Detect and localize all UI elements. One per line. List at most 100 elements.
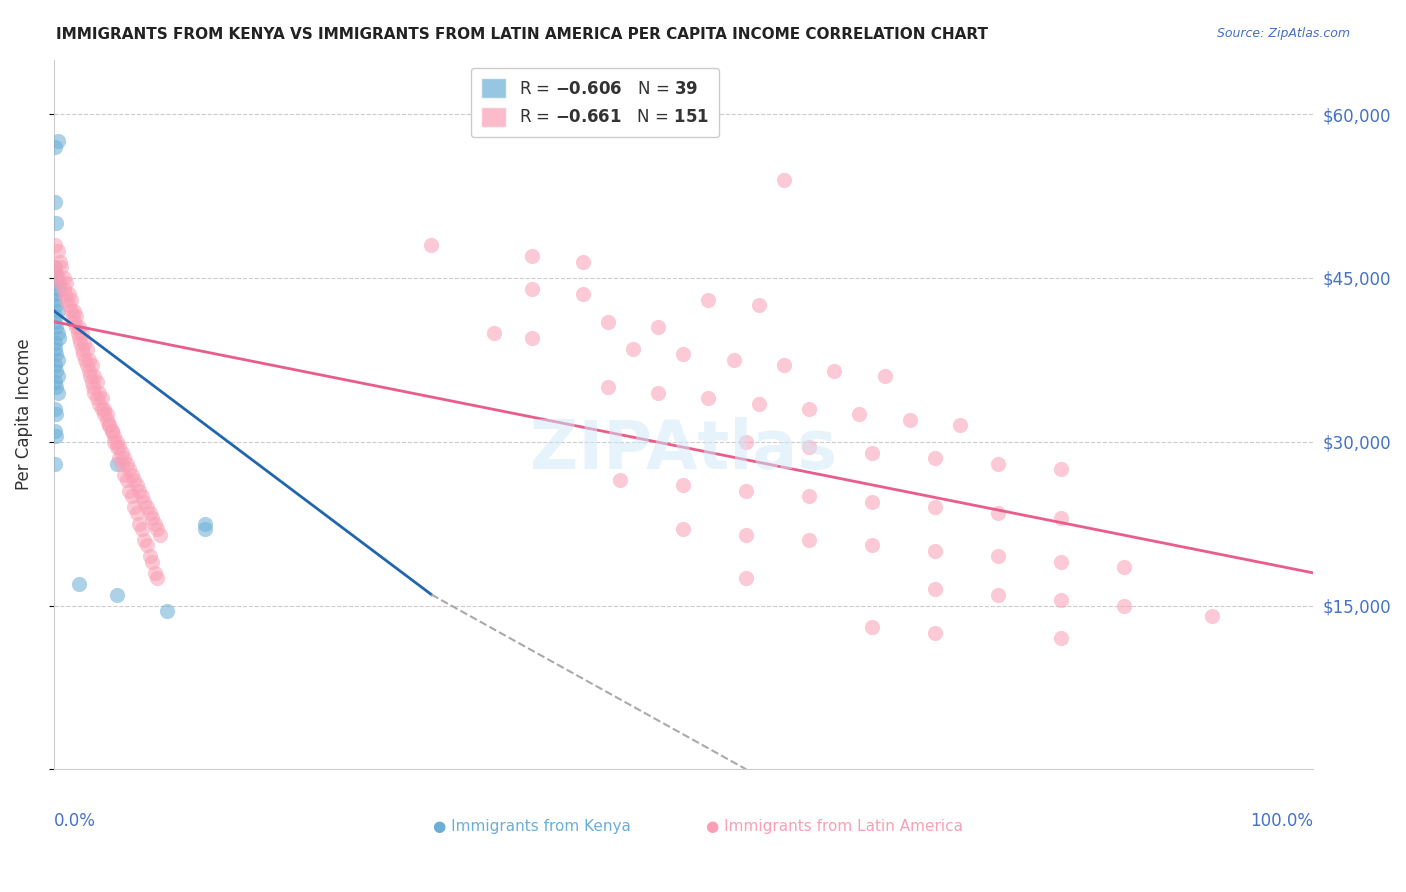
Point [1050,632,1073,646]
Point [571,254,593,268]
Point [156,604,179,618]
Point [115,457,138,471]
Point [596,315,619,329]
Point [105,588,128,602]
Point [136,500,159,515]
Point [1050,593,1073,607]
Point [1050,511,1073,525]
Point [49,277,72,291]
Point [44,238,66,252]
Point [115,473,138,487]
Point [90,402,112,417]
Point [672,347,695,361]
Point [45,408,67,422]
Point [141,511,163,525]
Text: Source: ZipAtlas.com: Source: ZipAtlas.com [1216,27,1350,40]
Point [100,424,122,438]
Point [100,424,122,438]
Point [118,483,141,498]
Legend: R = $\bf{-0.606}$   N = $\bf{39}$, R = $\bf{-0.661}$   N = $\bf{151}$: R = $\bf{-0.606}$ N = $\bf{39}$, R = $\b… [471,68,720,137]
Point [697,293,720,307]
Point [46,326,69,340]
Point [51,260,73,274]
Point [90,391,112,405]
Point [44,336,66,351]
Point [672,478,695,492]
Point [44,359,66,373]
Point [735,483,758,498]
Point [697,391,720,405]
Point [44,140,66,154]
Point [45,429,67,443]
Point [797,440,820,454]
Point [723,352,745,367]
Point [70,342,93,356]
Point [45,216,67,230]
Point [987,457,1010,471]
Point [73,336,96,351]
Point [48,331,70,345]
Point [45,298,67,312]
Y-axis label: Per Capita Income: Per Capita Income [15,339,32,491]
Point [76,342,98,356]
Point [93,408,115,422]
Point [98,418,121,433]
Point [924,500,946,515]
Point [77,364,100,378]
Point [949,418,972,433]
Point [63,303,86,318]
Point [62,309,84,323]
Point [748,396,770,410]
Point [873,369,896,384]
Point [924,582,946,596]
Point [45,364,67,378]
Point [60,293,83,307]
Point [96,413,118,427]
Point [45,266,67,280]
Point [522,331,544,345]
Point [143,566,166,580]
Point [111,457,134,471]
Point [89,385,111,400]
Point [63,315,86,329]
Point [45,320,67,334]
Point [79,369,101,384]
Point [89,396,111,410]
Point [44,309,66,323]
Point [823,364,845,378]
Point [138,549,160,564]
Point [647,385,669,400]
Point [44,194,66,209]
Point [49,254,72,268]
Text: ● Immigrants from Latin America: ● Immigrants from Latin America [706,819,963,834]
Point [48,282,70,296]
Point [72,347,94,361]
Point [484,326,506,340]
Point [118,462,141,476]
Point [52,282,75,296]
Point [924,625,946,640]
Point [609,473,631,487]
Point [86,391,108,405]
Text: ● Immigrants from Kenya: ● Immigrants from Kenya [433,819,631,834]
Point [111,445,134,459]
Point [67,320,90,334]
Point [136,539,159,553]
Point [748,298,770,312]
Point [46,369,69,384]
Point [194,516,217,531]
Point [797,402,820,417]
Point [898,413,921,427]
Point [45,271,67,285]
Point [194,522,217,536]
Point [112,451,135,466]
Point [44,342,66,356]
Point [66,326,89,340]
Point [103,434,125,449]
Point [148,527,170,541]
Point [55,293,77,307]
Point [987,549,1010,564]
Point [46,352,69,367]
Text: ZIPAtlas: ZIPAtlas [530,417,837,483]
Point [45,347,67,361]
